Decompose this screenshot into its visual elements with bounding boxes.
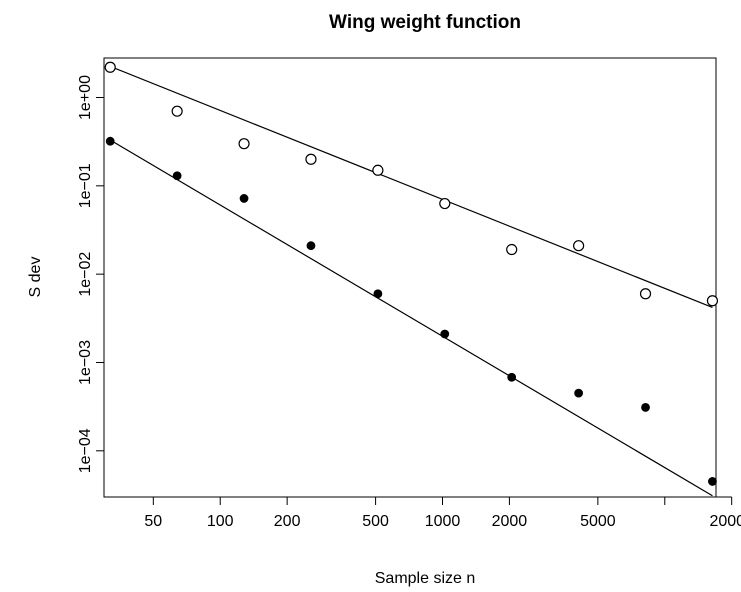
x-tick-label: 500 (362, 513, 389, 530)
open-point (238, 138, 250, 150)
fit-line-series-1 (110, 65, 713, 308)
y-tick-label: 1e−01 (77, 163, 94, 208)
filled-point (172, 171, 182, 181)
chart-title: Wing weight function (329, 12, 521, 33)
open-point (372, 164, 384, 176)
filled-point (507, 372, 517, 382)
x-tick-label: 1000 (425, 513, 461, 530)
y-axis-label: S dev (27, 257, 44, 298)
x-axis: 50 100 200 500 1000 2000 5000 20000 (144, 496, 741, 530)
x-tick-label: 20000 (709, 513, 741, 530)
filled-point (239, 194, 249, 203)
x-axis-label: Sample size n (375, 570, 476, 587)
y-axis: 1e−04 1e−03 1e−02 1e−01 1e+00 (77, 75, 105, 473)
filled-point (105, 136, 115, 146)
x-tick-label: 2000 (492, 513, 528, 530)
filled-point (641, 403, 650, 412)
x-tick-label: 100 (207, 513, 234, 530)
open-point (639, 288, 652, 300)
open-point (573, 240, 585, 252)
data-points (104, 61, 719, 486)
y-tick-label: 1e−02 (77, 252, 94, 297)
fit-lines (109, 65, 713, 497)
open-point (439, 197, 451, 210)
x-tick-label: 5000 (580, 513, 616, 530)
filled-point (574, 388, 584, 398)
x-tick-label: 50 (144, 513, 162, 530)
filled-point (708, 477, 717, 486)
filled-point (440, 329, 450, 339)
filled-point (373, 289, 383, 299)
open-point (171, 105, 183, 117)
open-point (305, 153, 317, 165)
filled-point (306, 241, 316, 251)
y-tick-label: 1e−03 (77, 340, 94, 385)
open-point (706, 295, 719, 307)
open-point (104, 61, 116, 73)
x-tick-label: 200 (274, 513, 301, 530)
y-tick-label: 1e−04 (77, 428, 94, 473)
plot-area-frame (103, 57, 717, 498)
open-point (506, 243, 518, 256)
fit-line-series-2 (109, 139, 713, 497)
y-tick-label: 1e+00 (77, 75, 94, 120)
